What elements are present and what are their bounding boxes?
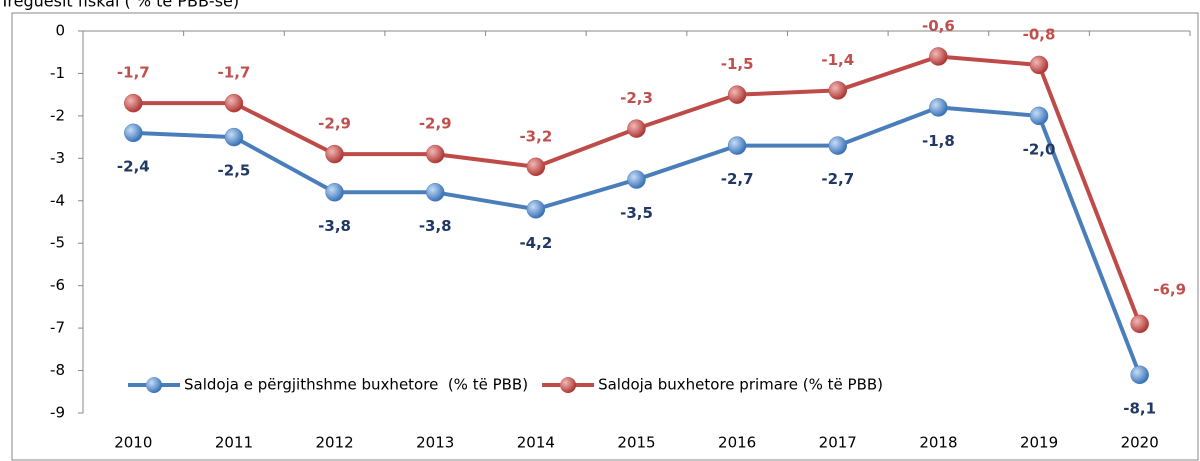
- legend-label: Saldoja e përgjithshme buxhetore (% të P…: [184, 376, 528, 394]
- marker: [929, 98, 948, 117]
- x-tick-label: 2015: [617, 434, 655, 452]
- marker: [727, 136, 747, 155]
- x-tick-label: 2020: [1121, 434, 1159, 452]
- marker: [1130, 314, 1149, 334]
- marker: [828, 81, 848, 100]
- marker: [627, 170, 646, 189]
- y-tick-label: -4: [50, 191, 65, 209]
- marker: [224, 93, 244, 113]
- chart-title: Treguesit fiskal ( % të PBB-së): [0, 0, 239, 11]
- data-label: -2,3: [620, 89, 653, 107]
- data-label: -1,4: [821, 51, 854, 69]
- marker: [325, 183, 344, 202]
- legend-marker: [146, 377, 162, 393]
- marker: [929, 47, 948, 66]
- y-tick-label: -8: [50, 361, 65, 379]
- legend-label: Saldoja buxhetore primare (% të PBB): [598, 376, 883, 394]
- marker: [828, 136, 848, 155]
- y-tick-label: -5: [50, 234, 65, 252]
- data-label: -1,5: [721, 55, 754, 73]
- marker: [1029, 55, 1049, 75]
- marker: [627, 119, 646, 138]
- data-label: -2,7: [821, 170, 854, 188]
- data-label: -0,6: [922, 17, 955, 35]
- legend-marker: [560, 377, 577, 393]
- data-label: -0,8: [1023, 25, 1056, 43]
- marker: [727, 85, 747, 104]
- x-tick-label: 2018: [919, 434, 957, 452]
- y-tick-label: -3: [50, 149, 65, 167]
- data-label: -2,4: [117, 157, 150, 175]
- data-label: -2,0: [1023, 140, 1056, 158]
- x-tick-label: 2011: [215, 434, 253, 452]
- data-label: -1,8: [922, 132, 955, 150]
- y-tick-label: -1: [50, 64, 65, 82]
- data-label: -1,7: [218, 64, 251, 82]
- data-label: -1,7: [117, 64, 150, 82]
- data-label: -3,8: [318, 217, 351, 235]
- x-tick-label: 2017: [819, 434, 857, 452]
- y-tick-label: -2: [50, 106, 65, 124]
- y-tick-label: -7: [50, 319, 65, 337]
- marker: [526, 200, 546, 219]
- chart-frame: [11, 12, 1199, 461]
- marker: [224, 127, 244, 147]
- data-label: -2,7: [721, 170, 754, 188]
- marker: [325, 144, 344, 164]
- x-tick-label: 2019: [1020, 434, 1058, 452]
- marker: [526, 157, 546, 177]
- y-tick-label: -9: [50, 404, 65, 422]
- x-tick-label: 2010: [114, 434, 152, 452]
- data-label: -2,5: [218, 162, 251, 180]
- data-label: -3,5: [620, 204, 653, 222]
- x-tick-label: 2014: [517, 434, 555, 452]
- data-label: -2,9: [419, 115, 452, 133]
- x-tick-label: 2012: [315, 434, 353, 452]
- marker: [124, 123, 143, 143]
- data-label: -4,2: [519, 234, 552, 252]
- marker: [425, 144, 445, 164]
- y-tick-label: 0: [55, 22, 65, 40]
- marker: [1130, 365, 1149, 385]
- x-tick-label: 2016: [718, 434, 756, 452]
- data-label: -2,9: [318, 115, 351, 133]
- marker: [1029, 106, 1049, 126]
- data-label: -6,9: [1153, 280, 1186, 298]
- x-tick-label: 2013: [416, 434, 454, 452]
- series-line: [133, 105, 1142, 376]
- data-label: -3,2: [519, 127, 552, 145]
- data-label: -3,8: [419, 217, 452, 235]
- marker: [425, 183, 445, 202]
- y-tick-label: -6: [50, 276, 65, 294]
- marker: [124, 93, 143, 113]
- data-label: -8,1: [1123, 399, 1156, 417]
